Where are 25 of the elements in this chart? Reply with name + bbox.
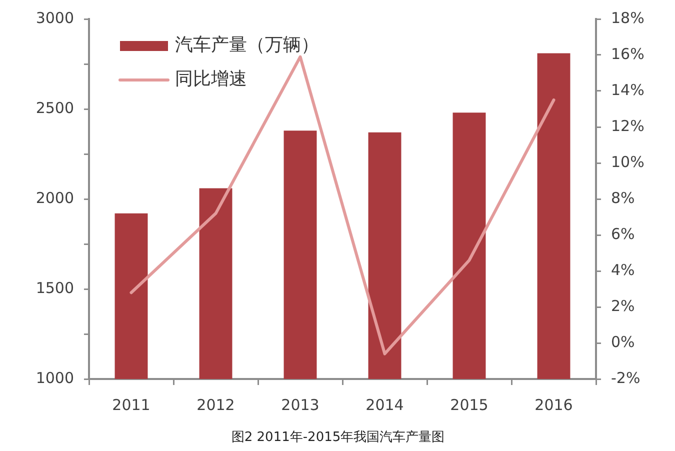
y2-tick-label: 16% (611, 44, 644, 63)
y-tick-label: 2000 (36, 188, 74, 207)
legend-label: 汽车产量（万辆） (175, 34, 319, 56)
y2-tick-label: 14% (611, 80, 644, 99)
y-tick-label: 1500 (36, 278, 74, 297)
x-tick-label: 2014 (366, 396, 404, 414)
legend-label: 同比增速 (175, 68, 247, 90)
y-tick-label: 2500 (36, 98, 74, 117)
y2-tick-label: 2% (611, 296, 635, 315)
y2-tick-label: 6% (611, 224, 635, 243)
y2-tick-label: 10% (611, 152, 644, 171)
x-tick-label: 2013 (281, 396, 320, 414)
x-tick-label: 2016 (534, 396, 573, 414)
x-tick-label: 2011 (112, 396, 150, 414)
x-tick-label: 2012 (196, 396, 235, 414)
caption: 图2 2011年-2015年我国汽车产量图 (231, 429, 445, 446)
y2-tick-label: 12% (611, 116, 644, 135)
y-tick-label: 1000 (36, 368, 74, 387)
y2-tick-label: 0% (611, 332, 635, 351)
y2-tick-label: 4% (611, 260, 635, 279)
x-tick-label: 2015 (450, 396, 488, 414)
y-tick-label: 3000 (36, 8, 74, 27)
y2-tick-label: 8% (611, 188, 635, 207)
y2-tick-label: -2% (611, 368, 640, 387)
y2-tick-label: 18% (611, 8, 644, 27)
